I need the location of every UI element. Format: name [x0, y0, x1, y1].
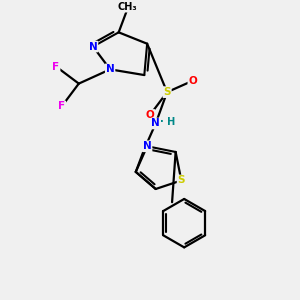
- Text: N: N: [143, 141, 152, 151]
- Text: CH₃: CH₃: [117, 2, 137, 12]
- Text: S: S: [163, 87, 171, 97]
- Text: O: O: [146, 110, 154, 120]
- Text: N: N: [151, 118, 160, 128]
- Text: S: S: [178, 176, 185, 185]
- Text: F: F: [52, 61, 60, 71]
- Text: F: F: [58, 101, 65, 111]
- Text: N: N: [106, 64, 115, 74]
- Text: · H: · H: [160, 117, 175, 127]
- Text: O: O: [188, 76, 197, 86]
- Text: N: N: [89, 42, 98, 52]
